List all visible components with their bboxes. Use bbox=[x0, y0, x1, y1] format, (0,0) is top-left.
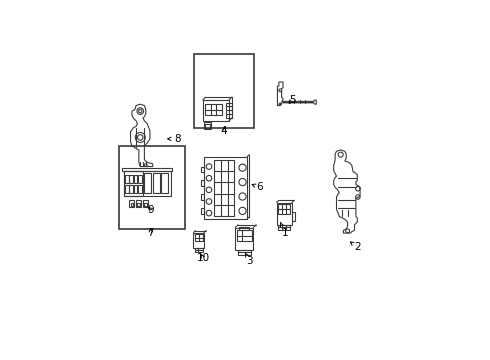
Text: 8: 8 bbox=[168, 134, 181, 144]
Bar bbox=[195, 54, 254, 128]
Bar bbox=[195, 234, 203, 241]
Text: 5: 5 bbox=[289, 95, 295, 105]
Bar bbox=[238, 250, 250, 255]
Bar bbox=[138, 203, 140, 206]
Bar bbox=[129, 200, 134, 207]
Bar bbox=[240, 227, 249, 230]
Bar bbox=[204, 122, 211, 129]
Bar bbox=[136, 200, 141, 207]
Bar bbox=[201, 180, 204, 186]
Bar bbox=[292, 212, 295, 221]
Bar bbox=[123, 171, 171, 195]
Bar bbox=[195, 248, 203, 252]
Bar bbox=[138, 185, 142, 193]
Bar bbox=[134, 175, 138, 183]
Bar bbox=[145, 203, 147, 206]
Bar bbox=[203, 100, 229, 121]
Bar bbox=[129, 175, 133, 183]
Bar bbox=[130, 203, 133, 206]
Text: 1: 1 bbox=[280, 222, 288, 238]
Bar bbox=[201, 194, 204, 200]
Bar bbox=[204, 157, 247, 219]
Bar bbox=[214, 159, 235, 216]
Text: 7: 7 bbox=[147, 228, 154, 238]
Bar bbox=[123, 171, 143, 195]
Bar bbox=[205, 104, 222, 115]
Bar bbox=[145, 174, 151, 193]
Bar bbox=[235, 228, 253, 250]
Text: 6: 6 bbox=[252, 183, 263, 192]
Bar bbox=[278, 225, 291, 230]
Text: 10: 10 bbox=[196, 253, 210, 263]
Bar bbox=[277, 203, 292, 225]
Bar bbox=[278, 204, 291, 214]
Bar bbox=[226, 103, 232, 118]
Text: 3: 3 bbox=[245, 253, 253, 266]
Bar bbox=[201, 167, 204, 172]
Bar bbox=[134, 185, 138, 193]
Bar bbox=[138, 175, 142, 183]
Bar bbox=[125, 175, 128, 183]
Text: 4: 4 bbox=[221, 126, 227, 135]
Bar bbox=[122, 168, 172, 171]
Bar bbox=[120, 146, 185, 229]
Text: 2: 2 bbox=[350, 242, 361, 252]
Bar bbox=[161, 174, 168, 193]
Bar bbox=[205, 123, 210, 128]
Bar bbox=[194, 233, 204, 248]
Bar bbox=[237, 230, 252, 242]
Bar bbox=[201, 208, 204, 214]
Bar bbox=[153, 174, 160, 193]
Text: 9: 9 bbox=[147, 204, 154, 215]
Bar bbox=[143, 200, 148, 207]
Bar bbox=[129, 185, 133, 193]
Bar bbox=[125, 185, 128, 193]
